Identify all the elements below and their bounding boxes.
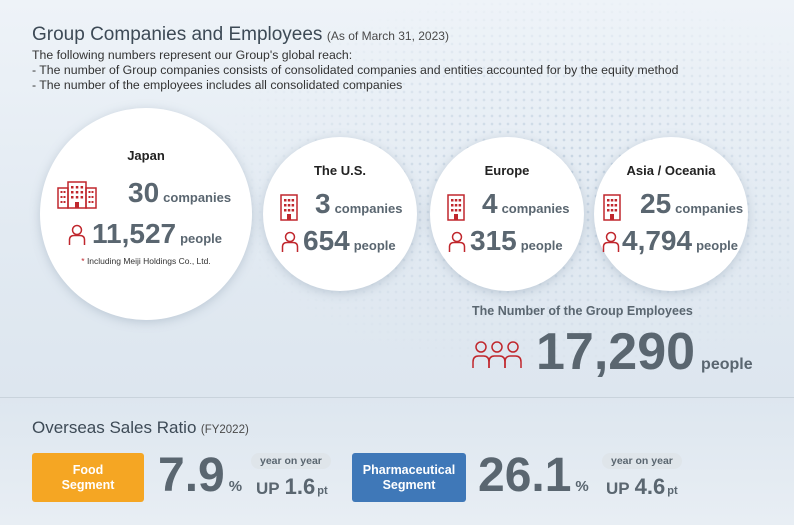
region-card-europe: Europe 4 companies 315 people bbox=[430, 137, 584, 291]
footnote: * Including Meiji Holdings Co., Ltd. bbox=[40, 256, 252, 266]
pharmaceutical-segment-badge: Pharmaceutical Segment bbox=[352, 453, 466, 502]
companies-unit: companies bbox=[675, 201, 744, 216]
pharmaceutical-yoy-unit: pt bbox=[667, 485, 678, 497]
people-unit: people bbox=[520, 238, 563, 253]
footnote-text: Including Meiji Holdings Co., Ltd. bbox=[84, 256, 211, 266]
total-employees-value: 17,290 bbox=[536, 323, 696, 381]
companies-row: 25 companies bbox=[640, 190, 743, 218]
people-unit: people bbox=[180, 231, 223, 246]
building-icon bbox=[280, 194, 298, 221]
people-row: 11,527 people bbox=[92, 220, 222, 248]
overseas-title: Overseas Sales Ratio bbox=[32, 418, 197, 437]
segment-label-line: Segment bbox=[382, 477, 436, 492]
people-unit: people bbox=[353, 238, 396, 253]
companies-count: 3 bbox=[315, 188, 331, 219]
food-yoy-unit: pt bbox=[317, 485, 328, 497]
description: The following numbers represent our Grou… bbox=[32, 48, 678, 93]
companies-row: 4 companies bbox=[482, 190, 570, 218]
description-line: The following numbers represent our Grou… bbox=[32, 48, 353, 62]
footnote-star: * bbox=[81, 256, 85, 266]
overseas-period: (FY2022) bbox=[200, 424, 249, 436]
people-count: 11,527 bbox=[92, 218, 177, 249]
total-employees-unit: people bbox=[701, 356, 753, 373]
companies-count: 30 bbox=[128, 177, 160, 208]
food-ratio: 7.9 % bbox=[158, 452, 242, 500]
person-icon bbox=[448, 231, 466, 252]
total-employees-row: 17,290 people bbox=[472, 326, 753, 378]
people-count: 315 bbox=[470, 225, 517, 256]
food-ratio-value: 7.9 bbox=[158, 449, 225, 502]
companies-unit: companies bbox=[334, 201, 403, 216]
building-icon bbox=[603, 194, 621, 221]
region-name: Japan bbox=[127, 148, 165, 163]
companies-count: 25 bbox=[640, 188, 672, 219]
person-icon bbox=[602, 231, 620, 252]
building-icon bbox=[57, 181, 97, 209]
people-row: 654 people bbox=[303, 227, 396, 255]
people-unit: people bbox=[696, 238, 738, 253]
food-segment-badge: Food Segment bbox=[32, 453, 144, 502]
food-yoy-row: UP 1.6 pt bbox=[256, 474, 328, 500]
section-divider bbox=[0, 397, 794, 398]
segment-label-line: Food bbox=[72, 462, 104, 477]
region-name: Europe bbox=[484, 163, 530, 178]
companies-unit: companies bbox=[501, 201, 570, 216]
as-of-date: (As of March 31, 2023) bbox=[326, 29, 449, 43]
description-line: - The number of Group companies consists… bbox=[32, 63, 679, 77]
companies-row: 30 companies bbox=[128, 179, 231, 207]
companies-count: 4 bbox=[482, 188, 498, 219]
segment-label-line: Segment bbox=[61, 477, 115, 492]
description-line: - The number of the employees includes a… bbox=[32, 78, 403, 92]
pharmaceutical-yoy-label: year on year bbox=[602, 453, 682, 469]
region-card-us: The U.S. 3 companies 654 people bbox=[263, 137, 417, 291]
pharmaceutical-ratio-value: 26.1 bbox=[478, 449, 572, 502]
region-name: Asia / Oceania bbox=[626, 163, 716, 178]
pharmaceutical-yoy-value: 4.6 bbox=[634, 474, 666, 499]
people-count: 4,794 bbox=[622, 225, 693, 256]
pharmaceutical-ratio: 26.1 % bbox=[478, 452, 589, 500]
page-title: Group Companies and Employees bbox=[32, 24, 323, 45]
pharmaceutical-yoy-row: UP 4.6 pt bbox=[606, 474, 678, 500]
building-icon bbox=[447, 194, 465, 221]
page-title-row: Group Companies and Employees (As of Mar… bbox=[32, 24, 449, 46]
overseas-title-row: Overseas Sales Ratio (FY2022) bbox=[32, 418, 249, 438]
food-yoy-value: 1.6 bbox=[284, 474, 316, 499]
pharmaceutical-yoy-direction: UP bbox=[606, 479, 630, 498]
food-yoy-direction: UP bbox=[256, 479, 280, 498]
companies-unit: companies bbox=[163, 190, 232, 205]
segment-label-line: Pharmaceutical bbox=[362, 462, 456, 477]
people-group-icon bbox=[472, 341, 522, 368]
food-yoy-label: year on year bbox=[251, 453, 331, 469]
companies-row: 3 companies bbox=[315, 190, 403, 218]
person-icon bbox=[281, 231, 299, 252]
people-count: 654 bbox=[303, 225, 350, 256]
total-employees-label: The Number of the Group Employees bbox=[472, 304, 693, 318]
person-icon bbox=[68, 224, 86, 245]
people-row: 4,794 people bbox=[622, 227, 738, 255]
region-name: The U.S. bbox=[313, 163, 366, 178]
region-card-japan: Japan 30 companies 11,527 pe bbox=[40, 108, 252, 320]
people-row: 315 people bbox=[470, 227, 563, 255]
food-ratio-unit: % bbox=[228, 478, 243, 495]
pharmaceutical-ratio-unit: % bbox=[575, 478, 589, 495]
region-card-asia-oceania: Asia / Oceania 25 companies 4,794 people bbox=[594, 137, 748, 291]
